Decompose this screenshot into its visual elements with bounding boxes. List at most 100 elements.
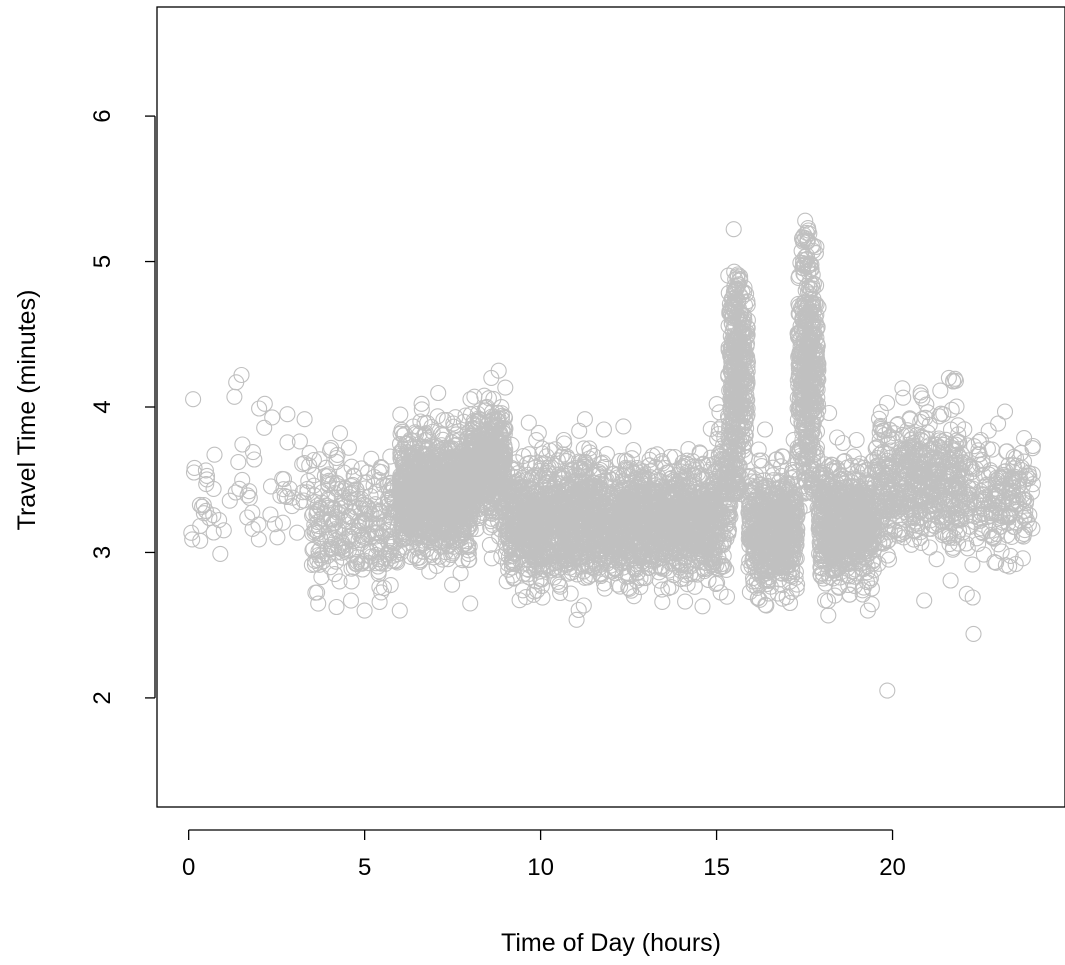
data-point <box>264 409 281 426</box>
data-point <box>365 477 382 494</box>
data-point <box>320 476 337 494</box>
data-point <box>234 471 251 488</box>
data-point <box>709 574 726 591</box>
data-point <box>364 516 381 533</box>
data-point <box>371 503 388 520</box>
data-point <box>279 434 296 451</box>
data-point <box>296 411 313 428</box>
data-point <box>347 499 364 516</box>
data-point <box>246 451 263 468</box>
data-point <box>262 506 279 523</box>
data-point <box>438 411 456 429</box>
data-point <box>429 408 446 425</box>
data-point <box>354 512 371 529</box>
data-point <box>234 436 251 453</box>
data-point <box>291 433 308 450</box>
data-point <box>354 561 371 578</box>
data-point <box>570 601 587 619</box>
data-point <box>345 518 362 535</box>
data-point <box>185 464 203 481</box>
data-point <box>205 524 222 541</box>
data-point <box>241 489 258 506</box>
data-point <box>295 492 312 509</box>
data-point <box>195 505 212 522</box>
data-point <box>192 532 209 549</box>
data-points <box>183 212 1041 699</box>
data-point <box>413 395 430 412</box>
data-point <box>186 459 203 476</box>
data-point <box>230 454 247 471</box>
data-point <box>274 470 291 487</box>
data-point <box>575 597 592 614</box>
data-point <box>342 592 360 609</box>
data-point <box>316 467 333 484</box>
data-point <box>330 540 347 557</box>
data-point <box>371 593 388 611</box>
data-point <box>346 468 363 485</box>
data-point <box>317 459 334 476</box>
data-point <box>595 421 612 438</box>
data-point <box>392 406 409 423</box>
data-point <box>215 522 232 539</box>
data-point <box>185 391 202 408</box>
data-point <box>310 595 327 612</box>
data-point <box>307 584 324 601</box>
data-point <box>305 540 322 557</box>
data-point <box>275 481 292 498</box>
data-point <box>340 439 357 456</box>
data-point <box>244 444 262 461</box>
data-point <box>305 477 322 494</box>
data-point <box>555 431 572 449</box>
data-point <box>497 379 514 396</box>
data-point <box>231 480 248 497</box>
data-point <box>375 476 392 493</box>
data-point <box>239 487 256 504</box>
data-point <box>329 511 346 528</box>
data-point <box>320 472 337 489</box>
data-point <box>310 497 327 514</box>
data-point <box>372 458 390 476</box>
data-point <box>369 539 386 556</box>
data-point <box>239 509 256 526</box>
data-point <box>313 494 330 511</box>
data-point <box>576 411 593 428</box>
data-point <box>444 576 461 593</box>
data-point <box>341 489 358 506</box>
data-point <box>343 573 360 590</box>
data-point <box>319 499 336 516</box>
data-point <box>313 510 330 527</box>
data-point <box>309 504 326 521</box>
data-point <box>296 455 313 472</box>
data-point <box>194 498 211 515</box>
data-point <box>370 471 388 488</box>
data-point <box>262 478 280 495</box>
data-point <box>331 573 348 590</box>
data-point <box>197 502 214 519</box>
data-point <box>389 554 406 571</box>
data-point <box>552 584 569 602</box>
data-point <box>370 565 387 582</box>
data-point <box>221 492 238 509</box>
data-point <box>256 395 273 412</box>
data-point <box>315 553 332 570</box>
data-point <box>276 487 293 505</box>
data-point <box>373 555 390 572</box>
data-point <box>266 516 283 533</box>
data-point <box>306 556 323 573</box>
data-point <box>206 446 223 463</box>
data-point <box>306 524 323 541</box>
data-point <box>306 467 323 484</box>
data-point <box>269 529 286 546</box>
data-point <box>725 221 742 238</box>
data-point <box>250 531 267 548</box>
data-point <box>198 467 216 484</box>
data-point <box>625 441 642 459</box>
data-point <box>289 524 306 541</box>
data-point <box>483 550 500 567</box>
data-point <box>708 396 725 413</box>
data-point <box>481 536 498 553</box>
data-point <box>300 472 317 490</box>
data-point <box>344 476 361 493</box>
data-point <box>363 450 380 467</box>
